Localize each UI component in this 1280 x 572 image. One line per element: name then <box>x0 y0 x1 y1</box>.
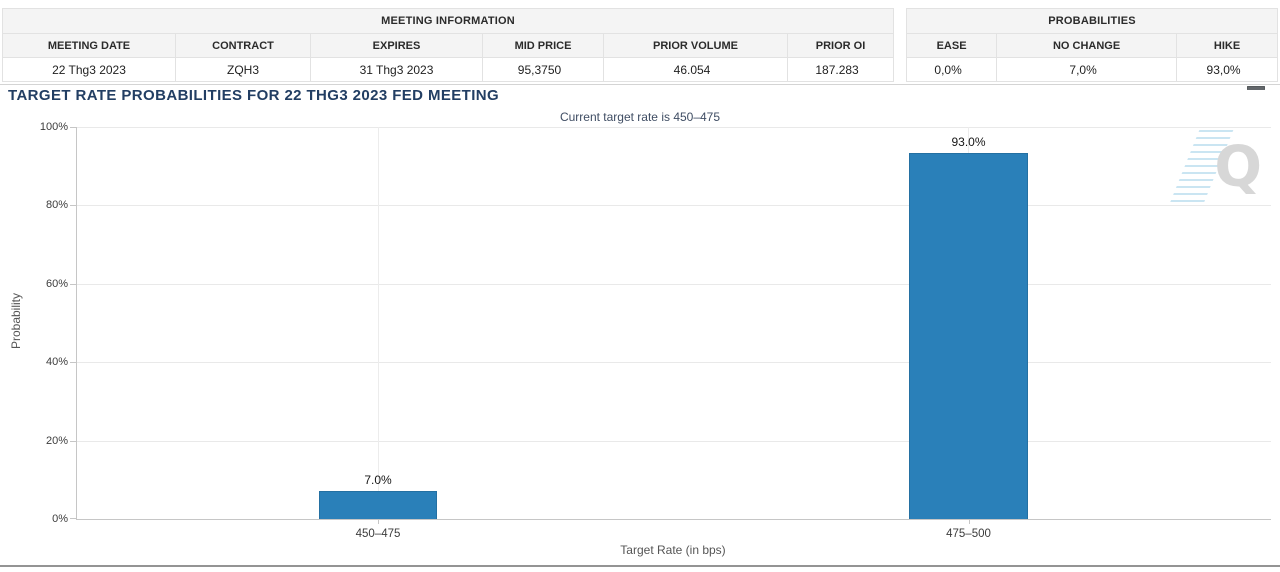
y-tick <box>70 205 77 206</box>
x-tick-label: 450–475 <box>355 528 401 540</box>
y-tick-label: 0% <box>52 513 68 525</box>
table-row: 22 Thg3 2023 ZQH3 31 Thg3 2023 95,3750 4… <box>2 57 895 82</box>
cell-contract: ZQH3 <box>175 57 311 82</box>
probabilities-group-header: PROBABILITIES <box>906 8 1278 34</box>
section-divider <box>0 84 1280 85</box>
bar-value-label: 93.0% <box>951 135 986 150</box>
bar-475-500[interactable]: 93.0% <box>909 135 1028 519</box>
chart-subtitle: Current target rate is 450–475 <box>559 110 721 124</box>
column-header-meeting-date: MEETING DATE <box>2 33 176 58</box>
x-tick-label: 475–500 <box>946 528 991 540</box>
column-header-prior-volume: PRIOR VOLUME <box>603 33 788 58</box>
y-tick-label: 80% <box>45 199 68 211</box>
cell-ease: 0,0% <box>906 57 998 82</box>
cell-expires: 31 Thg3 2023 <box>310 57 483 82</box>
column-header-expires: EXPIRES <box>310 33 483 58</box>
y-axis-title: Probability <box>9 292 23 350</box>
cell-prior-oi: 187.283 <box>786 57 895 82</box>
header-tables: MEETING INFORMATION MEETING DATE CONTRAC… <box>1 8 1278 82</box>
y-tick-label: 40% <box>45 356 68 368</box>
gridline-h <box>77 441 1271 442</box>
cell-hike: 93,0% <box>1176 57 1278 82</box>
cell-prior-volume: 46.054 <box>603 57 788 82</box>
y-tick <box>70 127 77 128</box>
cell-meeting-date: 22 Thg3 2023 <box>2 57 176 82</box>
cell-mid-price: 95,3750 <box>482 57 604 82</box>
gridline-h <box>77 127 1271 128</box>
column-header-mid-price: MID PRICE <box>482 33 604 58</box>
chart-title: TARGET RATE PROBABILITIES FOR 22 THG3 20… <box>8 87 500 104</box>
y-tick <box>70 284 77 285</box>
probabilities-table: PROBABILITIES EASE NO CHANGE HIKE 0,0% 7… <box>906 8 1278 82</box>
meeting-information-group-header: MEETING INFORMATION <box>1 8 895 34</box>
bottom-border-line <box>0 565 1280 567</box>
y-tick-label: 100% <box>39 121 68 133</box>
hamburger-bar <box>1247 86 1265 90</box>
column-header-ease: EASE <box>906 33 998 58</box>
bar-column-450-475: 7.0% 450–475 <box>319 127 437 540</box>
gridline-v <box>378 127 379 519</box>
meeting-information-table: MEETING INFORMATION MEETING DATE CONTRAC… <box>1 8 895 82</box>
x-tick <box>378 519 379 524</box>
cell-no-change: 7,0% <box>996 57 1178 82</box>
table-row: 0,0% 7,0% 93,0% <box>906 57 1278 82</box>
y-tick-label: 60% <box>45 278 68 290</box>
gridline-h <box>77 284 1271 285</box>
plot-area: 7.0% 450–475 93.0% 475–500 <box>70 127 1271 540</box>
column-header-prior-oi: PRIOR OI <box>786 33 895 58</box>
y-tick-label: 20% <box>45 435 68 447</box>
gridline-h <box>77 362 1271 363</box>
y-tick <box>70 518 77 519</box>
bar-450-475[interactable]: 7.0% <box>319 473 437 519</box>
x-tick <box>968 519 970 524</box>
bar-column-475-500: 93.0% 475–500 <box>909 127 1028 540</box>
column-header-contract: CONTRACT <box>175 33 311 58</box>
gridline-h <box>77 205 1271 206</box>
bar-value-label: 7.0% <box>364 472 392 487</box>
x-axis-title: Target Rate (in bps) <box>620 543 726 557</box>
y-tick <box>70 362 77 363</box>
y-tick <box>70 441 77 442</box>
column-header-hike: HIKE <box>1176 33 1278 58</box>
column-header-no-change: NO CHANGE <box>996 33 1178 58</box>
